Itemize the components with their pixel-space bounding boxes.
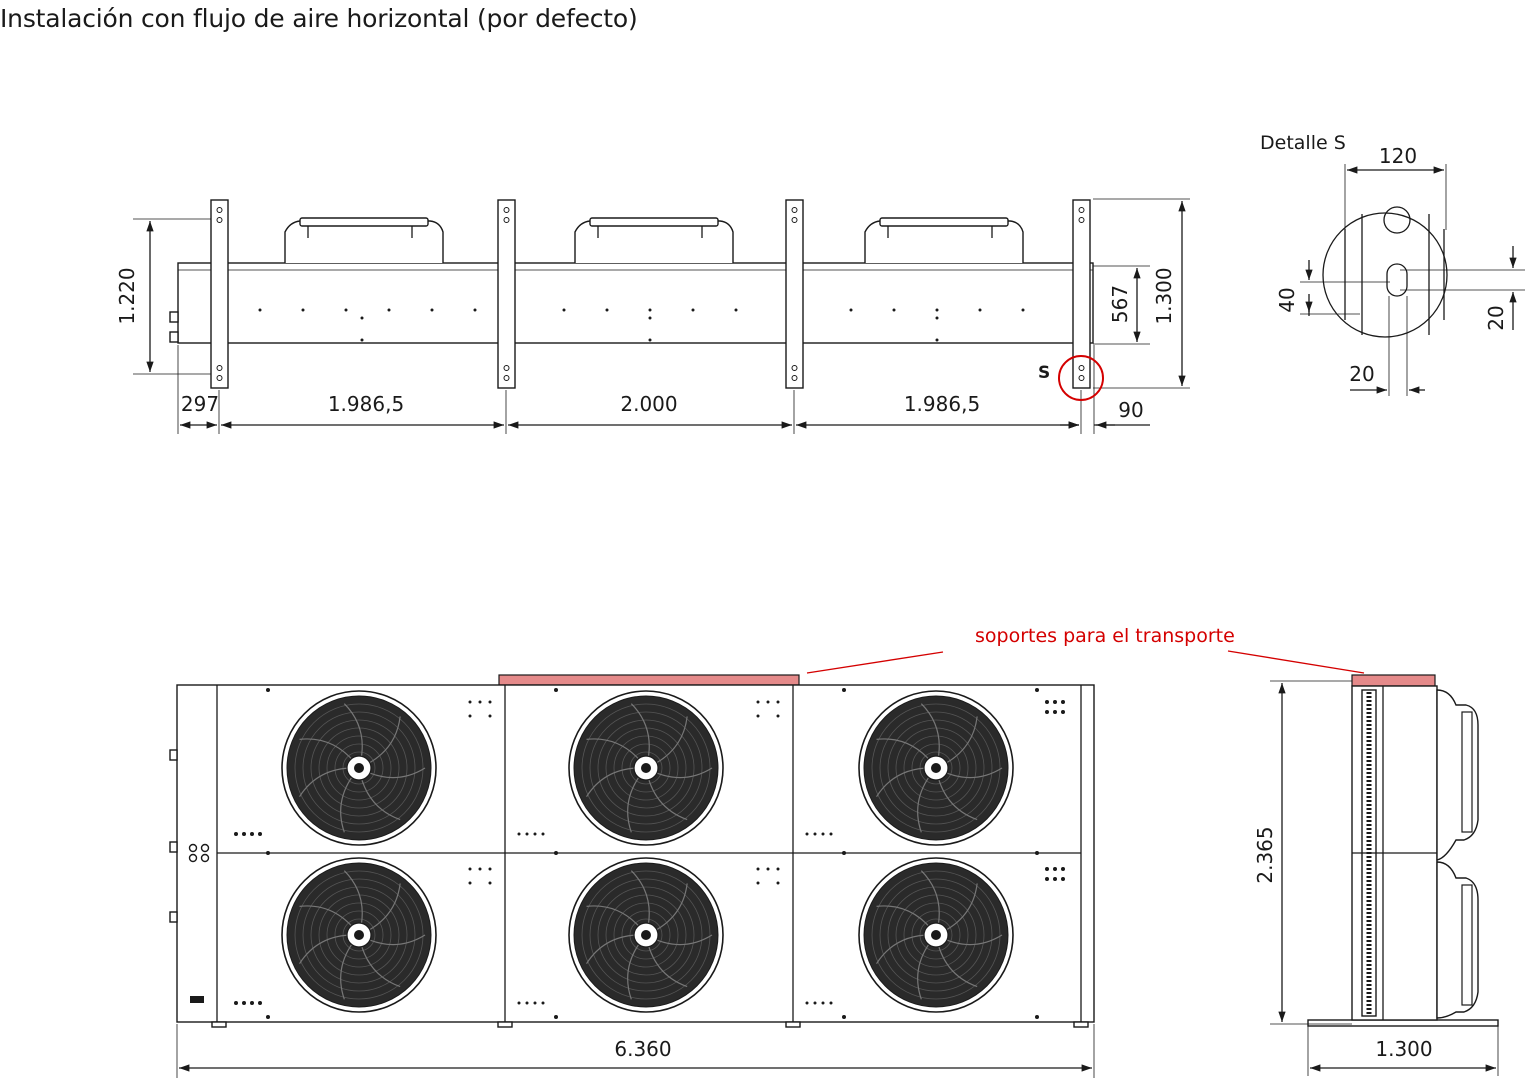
callout-leader-side	[1227, 650, 1365, 674]
transport-support-front	[498, 674, 800, 686]
detail-dim-width: 120	[1379, 144, 1417, 168]
fan-bulge-upper	[1436, 689, 1479, 861]
callout-leader-front	[806, 651, 944, 674]
front-view: soportes para el transporte	[169, 625, 1235, 1078]
top-view: 1.220 297 1.986,5 2.000 1.986,5 90 567 1…	[115, 198, 1190, 434]
fan-5	[568, 857, 724, 1013]
dim-height-side: 2.365	[1253, 826, 1277, 883]
fan-4	[281, 857, 437, 1013]
fan-hood-top-3	[864, 217, 1024, 263]
detail-s-marker-circle	[1058, 355, 1104, 401]
dim-depth-side: 1.300	[1375, 1037, 1432, 1061]
dim-spacing-3: 1.986,5	[904, 392, 980, 416]
dim-height-total: 1.300	[1152, 267, 1176, 324]
support-legs-top	[210, 199, 1091, 389]
detail-marker-label: S	[1038, 363, 1050, 383]
dim-spacing-1: 1.986,5	[328, 392, 404, 416]
fan-6	[858, 857, 1014, 1013]
slot-hole	[1386, 263, 1408, 297]
dim-length-front: 6.360	[614, 1037, 671, 1061]
dim-offset-left: 297	[181, 392, 219, 416]
fan-grid	[281, 690, 1014, 1013]
fan-bulge-lower	[1436, 861, 1479, 1019]
fan-3	[858, 690, 1014, 846]
unit-body-top	[177, 262, 1094, 344]
fan-hood-top-2	[574, 217, 734, 263]
fan-hood-top-1	[284, 217, 444, 263]
fan-2	[568, 690, 724, 846]
dim-spacing-2: 2.000	[620, 392, 677, 416]
detail-dim-slot-offset: 20	[1484, 305, 1508, 330]
fan-1	[281, 690, 437, 846]
base-plate	[1307, 1019, 1499, 1027]
dim-height-left: 1.220	[115, 267, 139, 324]
detail-dim-slot-height: 40	[1275, 287, 1299, 312]
transport-support-side	[1351, 674, 1436, 687]
transport-callout-label: soportes para el transporte	[975, 625, 1235, 647]
dim-offset-right: 90	[1118, 398, 1143, 422]
detail-title: Detalle S	[1260, 132, 1346, 154]
detail-s-view: Detalle S 120 40 20 20	[1260, 132, 1525, 396]
dim-height-inner: 567	[1108, 285, 1132, 323]
page-title: Instalación con flujo de aire horizontal…	[0, 4, 638, 33]
side-view: 2.365 1.300	[1227, 650, 1499, 1076]
detail-dim-slot-width: 20	[1349, 362, 1374, 386]
